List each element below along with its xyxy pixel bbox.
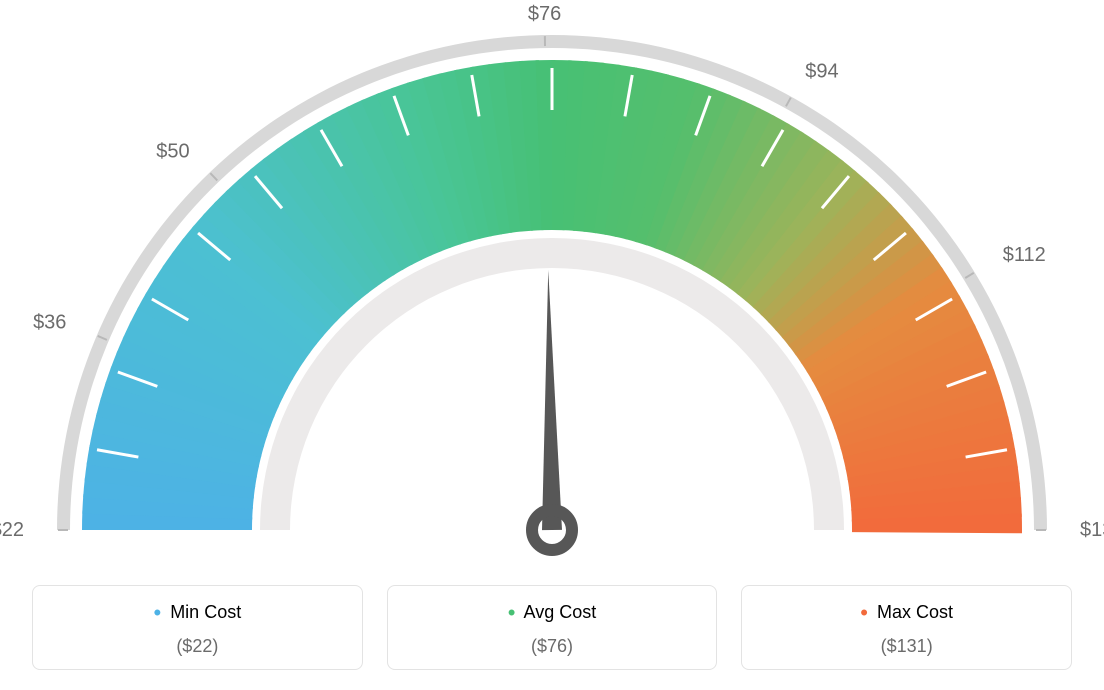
tick-label: $131 bbox=[1080, 519, 1104, 541]
legend-value-max: ($131) bbox=[752, 636, 1061, 657]
tick-label: $112 bbox=[1003, 244, 1046, 266]
legend-title-min: • Min Cost bbox=[43, 600, 352, 626]
tick-label: $50 bbox=[156, 141, 189, 163]
legend-label-max: Max Cost bbox=[877, 602, 953, 622]
legend-card-avg: • Avg Cost ($76) bbox=[387, 585, 718, 670]
tick-label: $22 bbox=[0, 519, 24, 541]
legend-card-min: • Min Cost ($22) bbox=[32, 585, 363, 670]
tick-label: $76 bbox=[528, 3, 561, 25]
legend-value-avg: ($76) bbox=[398, 636, 707, 657]
legend-title-avg: • Avg Cost bbox=[398, 600, 707, 626]
legend-dot-min: • bbox=[153, 600, 161, 625]
gauge-svg: $22 $36 $50 $76 $94 $112 $131 bbox=[0, 0, 1104, 560]
legend-row: • Min Cost ($22) • Avg Cost ($76) • Max … bbox=[0, 585, 1104, 670]
legend-value-min: ($22) bbox=[43, 636, 352, 657]
gauge-needle bbox=[542, 270, 562, 530]
legend-label-avg: Avg Cost bbox=[524, 602, 597, 622]
legend-dot-max: • bbox=[860, 600, 868, 625]
tick-label: $94 bbox=[805, 60, 838, 82]
gauge-area: $22 $36 $50 $76 $94 $112 $131 bbox=[0, 0, 1104, 560]
legend-card-max: • Max Cost ($131) bbox=[741, 585, 1072, 670]
tick-label: $36 bbox=[33, 312, 66, 334]
legend-dot-avg: • bbox=[508, 600, 516, 625]
legend-title-max: • Max Cost bbox=[752, 600, 1061, 626]
cost-gauge-chart: $22 $36 $50 $76 $94 $112 $131 • Min Cost ($22)… bbox=[0, 0, 1104, 690]
legend-label-min: Min Cost bbox=[170, 602, 241, 622]
